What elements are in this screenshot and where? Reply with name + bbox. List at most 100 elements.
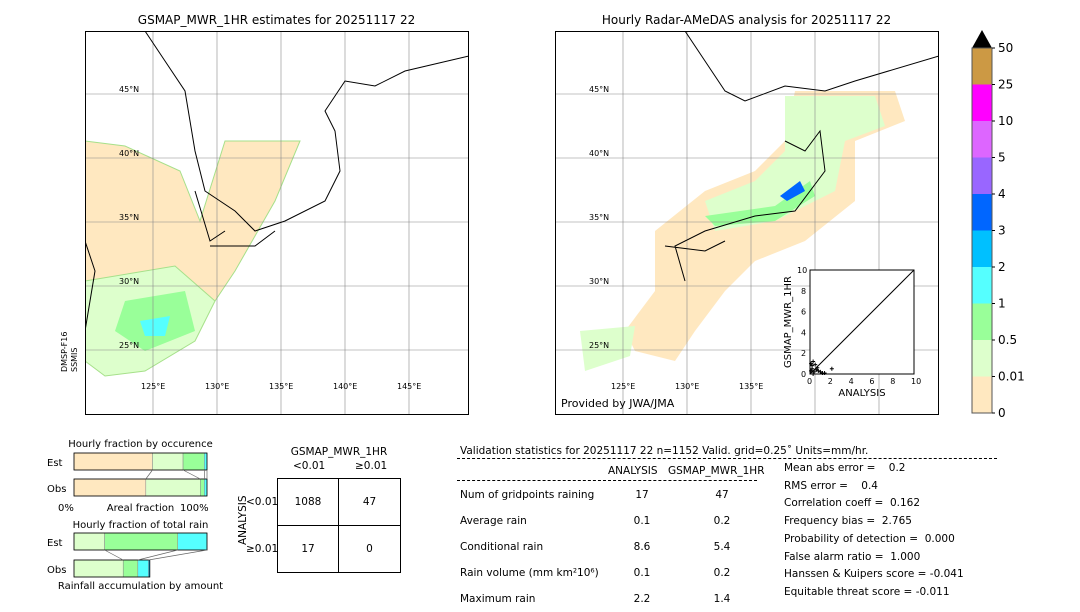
y-tick: 2 [801, 349, 806, 358]
lat-label: 35°N [589, 213, 609, 222]
axis-min: 0% [58, 503, 74, 514]
scatter-point [816, 368, 821, 373]
left-map-title: GSMAP_MWR_1HR estimates for 20251117 22 [137, 13, 416, 27]
score-line: Mean abs error = 0.2 [784, 462, 906, 474]
bar-label: Obs [47, 565, 66, 576]
scatter-point [814, 367, 819, 372]
scatter-point [812, 369, 817, 374]
score-line: RMS error = 0.4 [784, 479, 878, 492]
cell-hits-none: 1088 [278, 479, 339, 526]
stats-b: 5.4 [713, 541, 731, 553]
cell-hit: 0 [366, 543, 373, 555]
row-label-ge: ≥0.01 [246, 543, 279, 555]
bar-label: Obs [47, 484, 66, 495]
fraction-segment [104, 532, 178, 551]
fraction-segment [122, 559, 139, 578]
fraction-segment [73, 559, 124, 578]
lon-label: 135°E [269, 382, 293, 391]
colorbar-extend-arrow [972, 30, 992, 48]
divider [457, 480, 757, 481]
colorbar-swatch [972, 84, 992, 121]
lat-label: 30°N [119, 277, 139, 286]
lat-label: 40°N [119, 149, 139, 158]
score-line: Hanssen & Kuipers score = -0.041 [784, 568, 964, 581]
colorbar-tick: 1 [998, 297, 1006, 311]
colorbar-tick: 50 [998, 41, 1013, 55]
score-line: False alarm ratio = 1.000 [784, 550, 921, 563]
colorbar-swatch [972, 340, 992, 377]
stats-a: 2.2 [633, 593, 651, 605]
stats-b: 47 [715, 489, 729, 501]
stats-header: Validation statistics for 20251117 22 n=… [460, 445, 869, 457]
colorbar-swatch [972, 157, 992, 194]
x-tick: 4 [849, 377, 854, 386]
coastline [664, 31, 939, 282]
x-tick: 8 [890, 377, 895, 386]
scatter-point [829, 366, 834, 371]
lon-label: 140°E [333, 382, 357, 391]
score-line: Correlation coeff = 0.162 [784, 497, 920, 510]
lon-label: 130°E [205, 382, 229, 391]
stats-label: Maximum rain [460, 593, 536, 605]
lon-label: 145°E [397, 382, 421, 391]
contingency-table: 1088 47 17 0 [277, 478, 401, 573]
stats-a: 0.1 [633, 515, 651, 527]
y-tick: 4 [801, 328, 806, 337]
colorbar: 50 25 10 5 4 3 2 1 0.5 0.01 0 [971, 30, 1025, 420]
lon-label: 125°E [611, 382, 635, 391]
y-tick: 6 [801, 308, 806, 317]
scatter-point [809, 361, 814, 366]
colorbar-swatch [972, 267, 992, 304]
row-label-lt: <0.01 [246, 496, 279, 508]
stats-label: Conditional rain [460, 541, 544, 553]
lat-label: 25°N [119, 341, 139, 350]
x-tick: 10 [911, 377, 921, 386]
scatter-point [815, 365, 820, 370]
x-tick: 2 [828, 377, 833, 386]
stats-b: 0.2 [713, 567, 731, 579]
stats-label: Average rain [460, 515, 527, 527]
lat-label: 45°N [119, 85, 139, 94]
scatter-point [811, 372, 816, 376]
stats-a: 0.1 [633, 567, 651, 579]
col-label-lt: <0.01 [293, 460, 326, 472]
fraction-segment [73, 532, 105, 551]
stats-label: Rain volume (mm km²10⁶) [460, 567, 599, 579]
fraction-segment [73, 452, 153, 471]
stats-b: 0.2 [713, 515, 731, 527]
x-axis-label: ANALYSIS [838, 388, 885, 399]
colorbar-tick: 5 [998, 151, 1006, 165]
col-label-ge: ≥0.01 [355, 460, 388, 472]
colorbar-tick: 0 [998, 406, 1006, 420]
stats-b: 1.4 [713, 593, 731, 605]
bar-label: Est [47, 458, 63, 469]
y-tick: 8 [801, 287, 806, 296]
colorbar-tick: 4 [998, 187, 1006, 201]
colorbar-tick: 10 [998, 114, 1013, 128]
fraction-segment [145, 478, 201, 497]
colorbar-tick: 25 [998, 78, 1013, 92]
cell-miss: 17 [278, 526, 339, 572]
lat-label: 35°N [119, 213, 139, 222]
lat-label: 45°N [589, 85, 609, 94]
fraction-chart-xlabel: Rainfall accumulation by amount [58, 581, 223, 592]
score-line: Frequency bias = 2.765 [784, 515, 912, 528]
right-map: 45°N 40°N 35°N 30°N 25°N 125°E 130°E 135°E [555, 31, 939, 415]
contingency-title: GSMAP_MWR_1HR [290, 446, 388, 458]
diagonal-line [809, 269, 915, 375]
colorbar-tick: 2 [998, 260, 1006, 274]
satellite-label: DMSP-F16 [60, 331, 69, 372]
stats-a: 17 [635, 489, 649, 501]
sensor-label: SSMIS [70, 347, 79, 373]
lon-label: 135°E [739, 382, 763, 391]
left-map: 45°N 40°N 35°N 30°N 25°N 125°E 130°E 135°E 140°E… [85, 31, 469, 415]
lon-label: 125°E [141, 382, 165, 391]
colorbar-swatch [972, 230, 992, 267]
lat-label: 40°N [589, 149, 609, 158]
right-map-title: Hourly Radar-AMeDAS analysis for 2025111… [601, 13, 892, 27]
fraction-segment [137, 559, 149, 578]
lon-label: 130°E [675, 382, 699, 391]
y-axis-label: GSMAP_MWR_1HR [783, 276, 794, 368]
lat-label: 25°N [589, 341, 609, 350]
fraction-segment [200, 478, 205, 497]
